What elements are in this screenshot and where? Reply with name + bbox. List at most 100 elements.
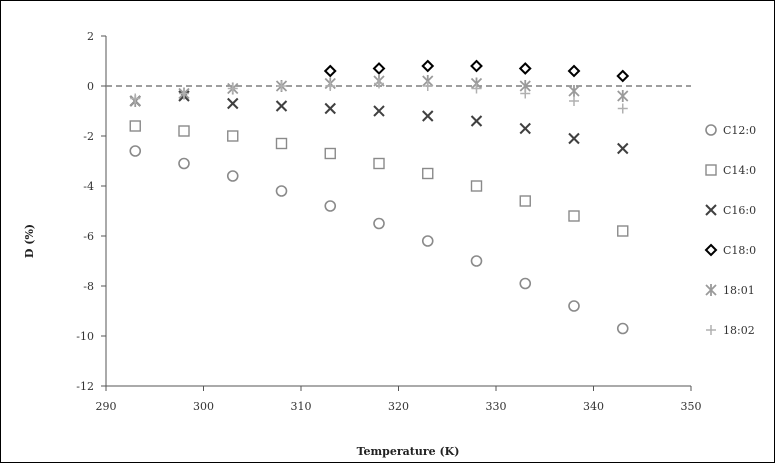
circle-marker <box>470 255 483 267</box>
circle-marker <box>129 145 142 157</box>
series-c16-0 <box>129 90 629 155</box>
square-marker <box>519 195 531 207</box>
y-tick-label: -10 <box>76 330 94 343</box>
data-point-18-02 <box>374 78 384 89</box>
legend-marker <box>706 325 716 335</box>
legend: C12:0 C14:0 C16:0 C18:0 18:01 18:02 <box>704 124 756 337</box>
data-point-c16-0 <box>422 110 434 122</box>
data-point-c16-0 <box>519 122 531 135</box>
square-marker <box>470 180 483 192</box>
data-point-c18-0 <box>421 59 435 73</box>
x-tick-label: 300 <box>193 400 214 413</box>
y-tick-label: -2 <box>83 130 94 143</box>
square-marker <box>129 120 141 132</box>
legend-label: 18:02 <box>723 324 755 337</box>
x-tick-label: 290 <box>96 400 117 413</box>
legend-item-c16-0: C16:0 <box>705 204 756 217</box>
circle-marker <box>568 300 580 312</box>
data-point-18-02 <box>130 93 141 104</box>
data-point-c14-0 <box>568 210 580 222</box>
y-tick-label: 0 <box>87 80 94 93</box>
data-point-c14-0 <box>178 125 190 137</box>
legend-marker <box>704 243 718 257</box>
circle-marker <box>373 217 385 230</box>
diamond-marker <box>372 62 386 75</box>
data-point-c14-0 <box>129 120 141 132</box>
x-marker-stroke <box>324 102 336 115</box>
data-point-18-02 <box>617 103 628 114</box>
legend-label: C14:0 <box>723 164 756 177</box>
y-tick-label: -6 <box>83 230 94 243</box>
x-marker-stroke <box>227 97 239 110</box>
data-point-18-02 <box>569 96 579 106</box>
data-point-c12-0 <box>275 185 288 197</box>
data-point-c16-0 <box>227 97 239 110</box>
data-point-c16-0 <box>617 142 629 155</box>
x-marker-stroke <box>617 142 629 155</box>
data-point-c12-0 <box>568 300 580 312</box>
data-point-18-02 <box>227 83 238 94</box>
legend-label: C12:0 <box>723 124 756 137</box>
data-point-c16-0 <box>470 115 483 127</box>
circle-marker <box>421 235 434 247</box>
circle-marker <box>226 170 239 182</box>
legend-item-18-02: 18:02 <box>706 324 755 337</box>
data-point-c12-0 <box>226 170 239 182</box>
data-point-c14-0 <box>470 180 483 192</box>
circle-marker <box>519 277 532 290</box>
data-point-c14-0 <box>617 225 629 237</box>
series-c12-0 <box>129 145 629 335</box>
diamond-marker <box>616 69 630 83</box>
legend-marker <box>705 164 717 176</box>
legend-marker <box>705 284 717 296</box>
legend-label: 18:01 <box>723 284 755 297</box>
legend-label: C16:0 <box>723 204 756 217</box>
y-axis-label: D (%) <box>23 224 36 258</box>
data-point-c12-0 <box>519 277 532 290</box>
data-point-c18-0 <box>372 62 386 75</box>
x-axis-label: Temperature (K) <box>357 445 460 458</box>
data-point-c18-0 <box>518 62 532 75</box>
legend-marker <box>705 204 717 216</box>
square-marker <box>373 157 385 170</box>
x-tick-label: 340 <box>583 400 604 413</box>
diamond-marker <box>421 59 435 73</box>
y-tick-label: -12 <box>76 380 94 393</box>
data-point-c12-0 <box>324 200 337 212</box>
series-c14-0 <box>129 120 629 237</box>
x-marker-stroke <box>275 100 288 112</box>
data-point-c16-0 <box>275 100 288 112</box>
data-point-18-02 <box>471 83 482 94</box>
legend-item-18-01: 18:01 <box>705 284 755 297</box>
legend-marker <box>705 124 717 136</box>
series-c18-0 <box>323 59 630 83</box>
square-marker <box>227 130 239 142</box>
data-point-18-02 <box>325 81 336 91</box>
data-point-18-02 <box>520 88 531 99</box>
data-point-c18-0 <box>616 69 630 83</box>
diamond-marker <box>567 64 581 78</box>
x-tick-label: 320 <box>388 400 409 413</box>
square-marker <box>178 125 190 137</box>
diamond-marker <box>518 62 532 75</box>
data-point-c18-0 <box>567 64 581 78</box>
x-tick-label: 310 <box>291 400 312 413</box>
circle-marker <box>178 157 190 170</box>
data-point-c18-0 <box>323 64 337 78</box>
circle-marker <box>324 200 337 212</box>
circle-marker <box>616 322 629 335</box>
data-point-c14-0 <box>227 130 239 142</box>
x-tick-label: 350 <box>681 400 702 413</box>
data-point-c12-0 <box>470 255 483 267</box>
x-tick-label: 330 <box>486 400 507 413</box>
series-18-02 <box>130 78 628 114</box>
square-marker <box>705 164 717 176</box>
square-marker <box>422 167 434 180</box>
circle-marker <box>275 185 288 197</box>
data-point-c12-0 <box>373 217 385 230</box>
diamond-marker <box>323 64 337 78</box>
legend-item-c12-0: C12:0 <box>705 124 756 137</box>
x-marker-stroke <box>705 204 717 216</box>
data-point-c12-0 <box>129 145 142 157</box>
